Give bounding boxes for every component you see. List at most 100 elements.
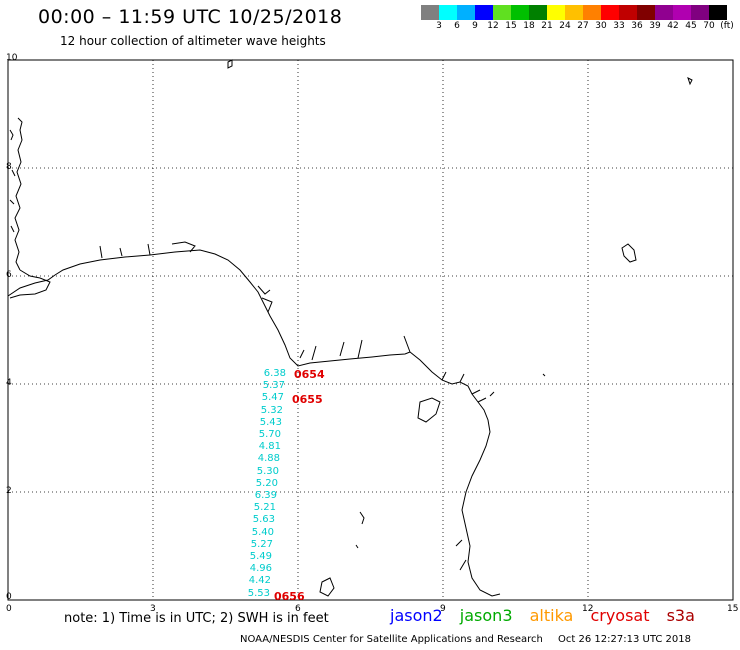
color-scale-label: 24 xyxy=(559,21,571,31)
color-swatch xyxy=(709,5,727,20)
east-islet xyxy=(687,77,693,86)
y-tick-6: 6 xyxy=(6,270,12,280)
swh-reading: 6.39 xyxy=(254,490,277,501)
color-scale-label: 42 xyxy=(667,21,679,31)
satellite-altika: altika xyxy=(529,606,574,625)
color-swatch xyxy=(547,5,565,20)
x-tick-9: 9 xyxy=(440,604,446,614)
color-swatch xyxy=(619,5,637,20)
color-scale-label: (ft) xyxy=(720,21,734,31)
swh-reading: 5.20 xyxy=(255,477,278,489)
color-scale-label: 18 xyxy=(523,21,535,31)
swh-reading: 5.30 xyxy=(256,465,279,477)
small-island xyxy=(319,577,335,597)
swh-reading: 5.63 xyxy=(252,514,275,526)
swh-reading: 5.49 xyxy=(249,551,272,562)
map-gridlines xyxy=(8,60,733,600)
swh-reading: 4.88 xyxy=(257,453,280,465)
swh-reading: 5.21 xyxy=(253,502,276,514)
satellite-s3a: s3a xyxy=(666,606,695,625)
wave-height-color-scale: 3 6 9 12 15 18 21 24 27 30 33 36 39 42 45 70 (ft) xyxy=(421,5,734,34)
x-tick-3: 3 xyxy=(150,604,156,614)
x-tick-15: 15 xyxy=(727,604,739,614)
north-islet xyxy=(227,59,233,69)
map-subtitle: 12 hour collection of altimeter wave hei… xyxy=(60,34,326,48)
swh-reading: 5.37 xyxy=(262,380,285,392)
color-swatch xyxy=(637,5,655,20)
satellite-cryosat: cryosat xyxy=(590,606,650,625)
color-swatch xyxy=(673,5,691,20)
pass-label: 0655 xyxy=(292,393,323,406)
east-coast xyxy=(409,351,501,597)
swh-reading: 5.43 xyxy=(259,416,282,428)
color-scale-label: 21 xyxy=(541,21,553,31)
color-scale-label: 45 xyxy=(685,21,697,31)
y-tick-4: 4 xyxy=(6,378,12,388)
satellite-legend: jason2 jason3 altika cryosat s3a xyxy=(390,606,707,625)
swh-reading: 5.70 xyxy=(258,429,281,440)
color-scale-labels: 3 6 9 12 15 18 21 24 27 30 33 36 39 42 45 70 (ft) xyxy=(421,20,734,34)
color-scale-label: 33 xyxy=(613,21,625,31)
y-tick-10: 10 xyxy=(6,53,18,63)
swh-reading: 5.53 xyxy=(247,587,270,599)
swh-reading: 5.47 xyxy=(261,392,284,404)
pass-label: 0654 xyxy=(294,368,325,381)
satellite-jason2: jason2 xyxy=(390,606,443,625)
reef-marks xyxy=(355,373,546,549)
inland-lake xyxy=(417,397,441,423)
color-scale-label: 36 xyxy=(631,21,643,31)
color-scale-label: 3 xyxy=(436,21,442,31)
color-scale-label: 12 xyxy=(487,21,499,31)
swh-reading: 5.32 xyxy=(260,404,283,416)
color-swatch xyxy=(529,5,547,20)
map-title: 00:00 – 11:59 UTC 10/25/2018 xyxy=(38,6,343,28)
color-swatch xyxy=(655,5,673,20)
northeast-islet xyxy=(621,243,637,263)
west-coast xyxy=(14,117,23,271)
credit-text: NOAA/NESDIS Center for Satellite Applica… xyxy=(240,634,543,645)
footer-note: note: 1) Time is in UTC; 2) SWH is in fe… xyxy=(64,611,329,626)
generated-timestamp: Oct 26 12:27:13 UTC 2018 xyxy=(558,634,691,645)
color-swatch xyxy=(439,5,457,20)
color-scale-label: 70 xyxy=(703,21,715,31)
x-tick-12: 12 xyxy=(582,604,594,614)
color-swatches xyxy=(421,5,727,20)
color-swatch xyxy=(457,5,475,20)
footer-credit: NOAA/NESDIS Center for Satellite Applica… xyxy=(240,634,691,645)
swh-reading: 4.42 xyxy=(248,575,271,587)
color-scale-label: 27 xyxy=(577,21,589,31)
color-swatch xyxy=(691,5,709,20)
satellite-jason3: jason3 xyxy=(459,606,513,625)
color-swatch xyxy=(475,5,493,20)
y-tick-2: 2 xyxy=(6,486,12,496)
color-scale-label: 30 xyxy=(595,21,607,31)
color-scale-label: 9 xyxy=(472,21,478,31)
color-swatch xyxy=(421,5,439,20)
color-scale-label: 6 xyxy=(454,21,460,31)
color-swatch xyxy=(601,5,619,20)
color-swatch xyxy=(511,5,529,20)
coastline xyxy=(7,59,693,597)
color-swatch xyxy=(493,5,511,20)
color-scale-label: 39 xyxy=(649,21,661,31)
swh-reading: 5.40 xyxy=(251,526,274,538)
color-swatch xyxy=(583,5,601,20)
x-tick-0: 0 xyxy=(6,604,12,614)
y-tick-0: 0 xyxy=(6,592,12,602)
north-gulf-coast xyxy=(7,249,411,367)
swh-reading: 5.27 xyxy=(250,538,273,550)
west-coast-islands xyxy=(9,129,16,233)
swh-reading: 4.96 xyxy=(249,563,272,575)
color-swatch xyxy=(565,5,583,20)
bay-inlet xyxy=(9,269,51,299)
pass-label: 0656 xyxy=(274,590,305,603)
coast-fringe xyxy=(99,241,411,361)
swh-reading: 6.38 xyxy=(263,368,286,379)
map-frame xyxy=(7,59,734,601)
color-scale-label: 15 xyxy=(505,21,517,31)
east-coast-fringe xyxy=(441,371,495,571)
y-tick-8: 8 xyxy=(6,162,12,172)
swh-reading: 4.81 xyxy=(258,441,281,453)
x-tick-6: 6 xyxy=(295,604,301,614)
